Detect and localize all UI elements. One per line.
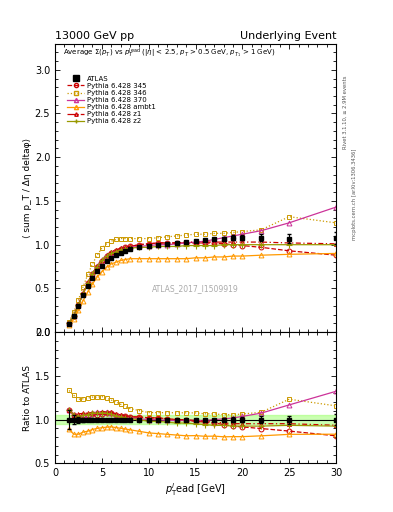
Y-axis label: Ratio to ATLAS: Ratio to ATLAS	[23, 365, 32, 431]
Text: mcplots.cern.ch [arXiv:1306.3436]: mcplots.cern.ch [arXiv:1306.3436]	[352, 149, 357, 240]
Text: Average $\Sigma(p_T)$ vs $p_T^{\rm lead}$ ($|\eta|$ < 2.5, $p_T$ > 0.5 GeV, $p_{: Average $\Sigma(p_T)$ vs $p_T^{\rm lead}…	[63, 47, 276, 60]
Text: Rivet 3.1.10, ≥ 2.9M events: Rivet 3.1.10, ≥ 2.9M events	[343, 76, 348, 150]
Bar	[55, 415, 336, 424]
X-axis label: $p_{\rm T}^{l}$ead [GeV]: $p_{\rm T}^{l}$ead [GeV]	[165, 481, 226, 498]
Text: ATLAS_2017_I1509919: ATLAS_2017_I1509919	[152, 284, 239, 293]
Legend: ATLAS, Pythia 6.428 345, Pythia 6.428 346, Pythia 6.428 370, Pythia 6.428 ambt1,: ATLAS, Pythia 6.428 345, Pythia 6.428 34…	[67, 76, 156, 124]
Text: 13000 GeV pp: 13000 GeV pp	[55, 31, 134, 41]
Y-axis label: ⟨ sum p_T / Δη deltaφ⟩: ⟨ sum p_T / Δη deltaφ⟩	[23, 138, 32, 238]
Text: Underlying Event: Underlying Event	[239, 31, 336, 41]
